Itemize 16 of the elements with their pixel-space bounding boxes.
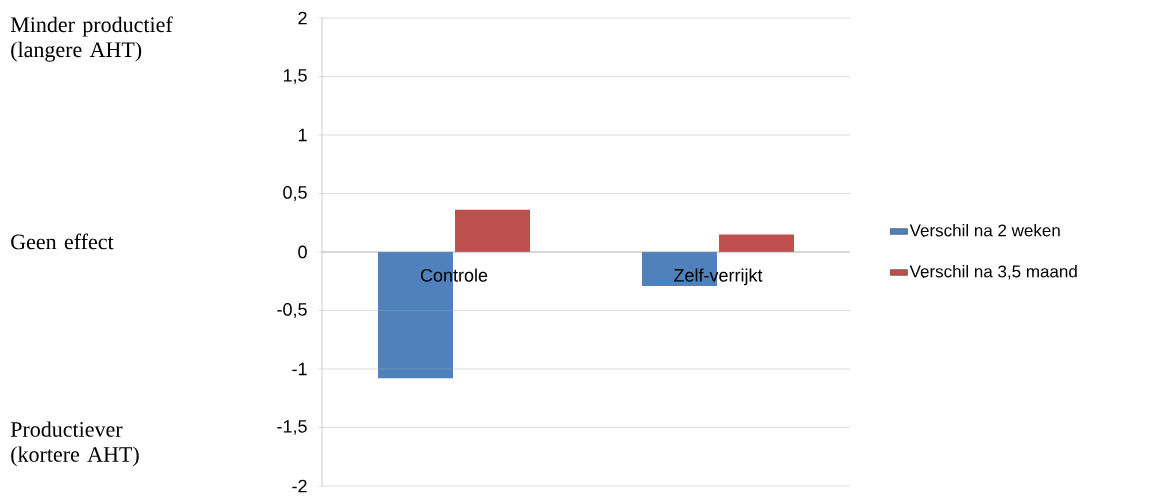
text: Productiever (kortere AHT) — [10, 421, 139, 467]
y-tick-label: 1 — [298, 128, 307, 142]
y-tick-label: 0,5 — [283, 185, 307, 201]
y-tick-label: -2 — [292, 479, 307, 493]
bar — [719, 234, 794, 252]
text: Minder productief (langere AHT) — [10, 16, 173, 62]
bar — [455, 209, 530, 252]
legend-label: Verschil na 2 weken — [909, 223, 1060, 237]
legend-label: Verschil na 3,5 maand — [909, 264, 1077, 280]
y-tick-label: -1 — [292, 362, 307, 376]
y-tick-label: -0,5 — [277, 302, 307, 318]
y-tick-label: 2 — [298, 11, 307, 25]
y-tick-label: -1,5 — [277, 420, 307, 435]
y-tick-label: 1,5 — [283, 69, 307, 84]
y-tick-label: 0 — [298, 245, 307, 259]
text: Geen effect — [11, 233, 114, 250]
